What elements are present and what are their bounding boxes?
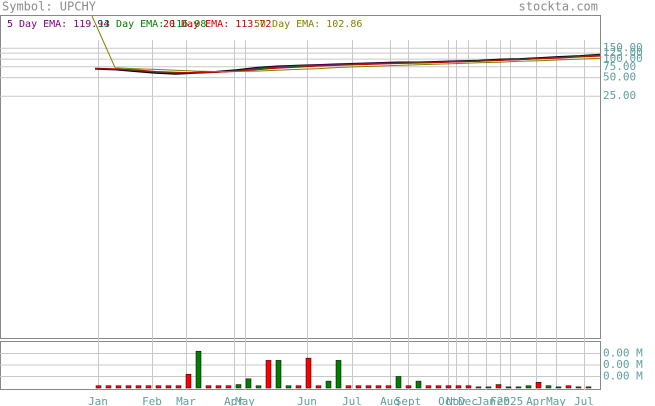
volume-bar: [365, 385, 372, 389]
x-tick-label: Feb: [142, 395, 162, 406]
volume-bar: [125, 385, 132, 389]
price-frame: [0, 15, 601, 339]
volume-bar: [165, 385, 172, 389]
volume-bar: [355, 385, 362, 389]
volume-bar: [525, 385, 532, 389]
volume-bar: [225, 385, 232, 389]
volume-bar: [535, 382, 542, 389]
volume-bar: [235, 384, 242, 389]
volume-bar: [465, 385, 472, 389]
x-tick-label: Mar: [176, 395, 196, 406]
x-tick-label: Feb: [490, 395, 510, 406]
y-tick-label: 75.00: [603, 60, 636, 73]
x-tick-label: May: [546, 395, 566, 406]
volume-bar: [425, 385, 432, 389]
x-tick-label: Jan: [88, 395, 108, 406]
volume-tick-label: 0.00 M: [603, 358, 643, 371]
volume-bar: [305, 357, 312, 389]
x-tick-label: Jun: [297, 395, 317, 406]
volume-bar: [455, 385, 462, 389]
volume-bar: [95, 385, 102, 389]
volume-bar: [215, 385, 222, 389]
volume-bar: [185, 373, 192, 389]
x-tick-label: Jul: [342, 395, 362, 406]
y-tick-label: 100.00: [603, 52, 643, 65]
volume-bar: [145, 385, 152, 389]
volume-bar: [205, 385, 212, 389]
volume-bar: [515, 386, 522, 389]
x-tick-label: Apr: [526, 395, 546, 406]
source: stockta.com: [519, 0, 598, 14]
volume-bar: [395, 376, 402, 389]
volume-bar: [475, 386, 482, 389]
volume-bar: [565, 385, 572, 389]
volume-bar: [175, 385, 182, 389]
volume-bar: [335, 360, 342, 389]
x-tick-label: Aug: [380, 395, 400, 406]
volume-bar: [445, 385, 452, 389]
volume-bar: [555, 386, 562, 389]
volume-bar: [345, 385, 352, 389]
y-tick-label: 125.00: [603, 46, 643, 59]
volume-bar: [115, 385, 122, 389]
volume-bar: [575, 386, 582, 389]
volume-bar: [285, 385, 292, 389]
x-tick-label: Dec: [458, 395, 478, 406]
legend-entry: 20 Day EMA: 113.72: [163, 19, 271, 30]
volume-bar: [415, 380, 422, 389]
x-tick-label: Apr: [224, 395, 244, 406]
volume-bar: [585, 386, 592, 389]
price-line: [91, 15, 601, 72]
volume-bar: [435, 385, 442, 389]
legend-entry: 50 Day EMA: 102.86: [254, 19, 362, 30]
symbol-title: Symbol: UPCHY: [2, 0, 97, 14]
volume-tick-label: 0.00 M: [603, 347, 643, 360]
price-line: [94, 55, 601, 74]
volume-bar: [545, 385, 552, 389]
legend-entry: 13 Day EMA: 116.98: [98, 19, 206, 30]
x-tick-label: Nov: [446, 395, 466, 406]
x-tick-label: Jan: [476, 395, 496, 406]
volume-bar: [245, 378, 252, 389]
volume-bar: [135, 385, 142, 389]
volume-bar: [275, 360, 282, 389]
volume-bar: [325, 380, 332, 389]
y-tick-label: 25.00: [603, 89, 636, 102]
y-tick-label: 50.00: [603, 71, 636, 84]
x-tick-label: 2025: [497, 395, 524, 406]
x-tick-label: Oct: [438, 395, 458, 406]
x-tick-label: Sept: [395, 395, 422, 406]
volume-bar: [405, 385, 412, 389]
volume-tick-label: 0.00 M: [603, 370, 643, 383]
volume-bar: [485, 386, 492, 389]
x-tick-label: May: [235, 395, 255, 406]
volume-bar: [255, 385, 262, 389]
volume-bar: [495, 384, 502, 389]
y-tick-label: 150.00: [603, 41, 643, 54]
volume-bar: [105, 385, 112, 389]
volume-bar: [375, 385, 382, 389]
volume-bar: [155, 385, 162, 389]
volume-bar: [315, 385, 322, 389]
volume-bar: [265, 360, 272, 389]
legend-entry: 5 Day EMA: 119.94: [7, 19, 109, 30]
volume-bar: [385, 385, 392, 389]
volume-bar: [505, 386, 512, 389]
volume-bar: [195, 350, 202, 389]
volume-bar: [295, 385, 302, 389]
x-tick-label: Jul: [574, 395, 594, 406]
